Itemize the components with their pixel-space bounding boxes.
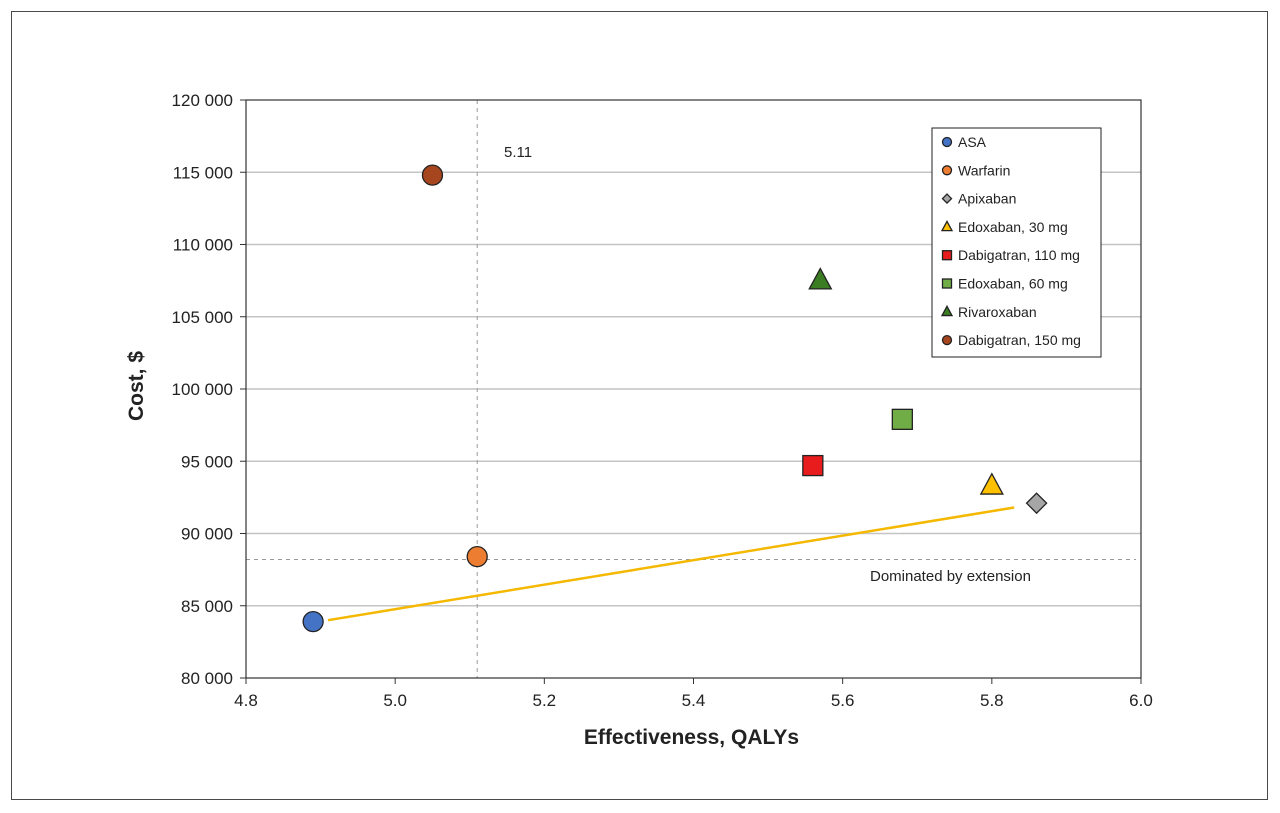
- legend-label-edoxaban-60-mg: Edoxaban, 60 mg: [958, 276, 1068, 292]
- y-tick-label: 100 000: [172, 380, 233, 399]
- x-axis-ticks: 4.8 5.0 5.2 5.4 5.6 5.8 6.0: [234, 678, 1153, 710]
- x-tick-label: 5.2: [533, 691, 557, 710]
- legend-label-dabigatran-110-mg: Dabigatran, 110 mg: [958, 247, 1080, 263]
- x-tick-label: 6.0: [1129, 691, 1153, 710]
- legend-marker-apixaban: [941, 193, 953, 205]
- x-tick-label: 5.6: [831, 691, 855, 710]
- point-asa: [302, 610, 324, 633]
- legend-label-apixaban: Apixaban: [958, 191, 1016, 207]
- legend-marker-dabigatran-110-mg: [941, 250, 953, 261]
- legend: ASA Warfarin Apixaban Edoxaban, 30 mg Dabiga…: [931, 127, 1102, 358]
- legend-label-warfarin: Warfarin: [958, 162, 1010, 178]
- point-rivaroxaban: [808, 267, 833, 290]
- point-warfarin: [466, 545, 488, 568]
- y-tick-label: 80 000: [181, 669, 233, 688]
- reference-lines: [246, 100, 1136, 678]
- point-dabigatran-150-mg: [421, 164, 444, 186]
- point-edoxaban-60-mg: [891, 408, 913, 430]
- y-tick-label: 105 000: [172, 308, 233, 327]
- vertical-reference-label: 5.11: [504, 144, 532, 161]
- efficiency-frontier: [327, 506, 1015, 622]
- y-tick-label: 110 000: [173, 236, 233, 255]
- legend-marker-edoxaban-60-mg: [941, 278, 953, 289]
- y-tick-label: 120 000: [172, 91, 233, 110]
- frontier-line: [327, 506, 1015, 622]
- legend-marker-edoxaban-30-mg: [940, 220, 954, 232]
- x-tick-label: 4.8: [234, 691, 258, 710]
- legend-box: [931, 127, 1102, 358]
- point-dabigatran-110-mg: [802, 454, 824, 477]
- x-axis-title: Effectiveness, QALYs: [584, 726, 799, 749]
- figure-frame: [11, 11, 1268, 800]
- legend-marker-dabigatran-150-mg: [941, 334, 953, 346]
- point-edoxaban-30-mg: [979, 472, 1004, 495]
- y-axis-ticks: 80 000 85 000 90 000 95 000 100 000 105 000 11…: [172, 91, 246, 688]
- x-tick-label: 5.0: [383, 691, 407, 710]
- legend-label-rivaroxaban: Rivaroxaban: [958, 304, 1037, 320]
- horizontal-reference-label: Dominated by extension: [870, 568, 1031, 585]
- x-tick-label: 5.4: [682, 691, 706, 710]
- legend-marker-asa: [941, 136, 953, 148]
- legend-label-dabigatran-150-mg: Dabigatran, 150 mg: [958, 332, 1081, 348]
- point-apixaban: [1025, 492, 1048, 515]
- y-tick-label: 85 000: [181, 597, 233, 616]
- legend-marker-rivaroxaban: [940, 304, 954, 317]
- y-axis-title: Cost, $: [125, 351, 148, 421]
- y-tick-label: 115 000: [173, 163, 233, 182]
- y-tick-label: 90 000: [181, 525, 233, 544]
- legend-label-asa: ASA: [958, 134, 987, 150]
- legend-marker-warfarin: [941, 165, 953, 176]
- data-points: [302, 164, 1048, 633]
- y-tick-label: 95 000: [181, 452, 233, 471]
- legend-label-edoxaban-30-mg: Edoxaban, 30 mg: [958, 219, 1068, 235]
- x-tick-label: 5.8: [980, 691, 1004, 710]
